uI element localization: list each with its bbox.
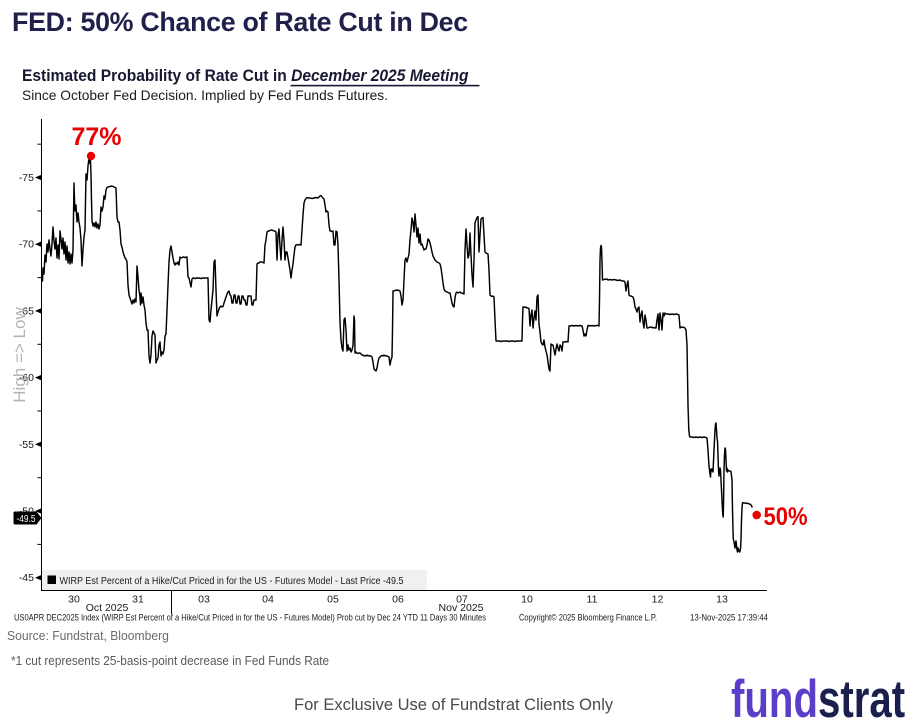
svg-text:-70: -70: [19, 239, 34, 251]
svg-text:07: 07: [456, 594, 468, 606]
svg-text:06: 06: [392, 594, 404, 606]
svg-text:04: 04: [262, 594, 274, 606]
svg-text:03: 03: [198, 594, 210, 606]
svg-text:30: 30: [68, 594, 80, 606]
svg-text:WIRP Est Percent of a Hike/Cut: WIRP Est Percent of a Hike/Cut Priced in…: [60, 576, 404, 587]
svg-text:11: 11: [587, 594, 598, 606]
svg-text:Oct 2025: Oct 2025: [86, 602, 129, 614]
svg-text:US0APR DEC2025 Index (WIRP Est: US0APR DEC2025 Index (WIRP Est Percent o…: [14, 613, 486, 623]
svg-text:-45: -45: [19, 572, 34, 584]
svg-text:-75: -75: [19, 172, 34, 184]
svg-text:77%: 77%: [71, 123, 121, 151]
svg-text:-49.5: -49.5: [17, 514, 36, 525]
svg-text:13: 13: [716, 594, 728, 606]
svg-text:-65: -65: [19, 305, 34, 317]
svg-text:50%: 50%: [764, 503, 808, 531]
svg-text:-55: -55: [19, 439, 34, 451]
svg-text:10: 10: [521, 594, 533, 606]
svg-text:05: 05: [327, 594, 339, 606]
svg-text:12: 12: [652, 594, 664, 606]
svg-text:Copyright© 2025 Bloomberg Fina: Copyright© 2025 Bloomberg Finance L.P.: [519, 613, 657, 623]
svg-text:-60: -60: [19, 372, 34, 384]
svg-text:31: 31: [132, 594, 144, 606]
svg-text:Nov 2025: Nov 2025: [439, 602, 484, 614]
svg-text:13-Nov-2025 17:39:44: 13-Nov-2025 17:39:44: [690, 613, 768, 623]
svg-text:High => Low: High => Low: [10, 307, 29, 403]
